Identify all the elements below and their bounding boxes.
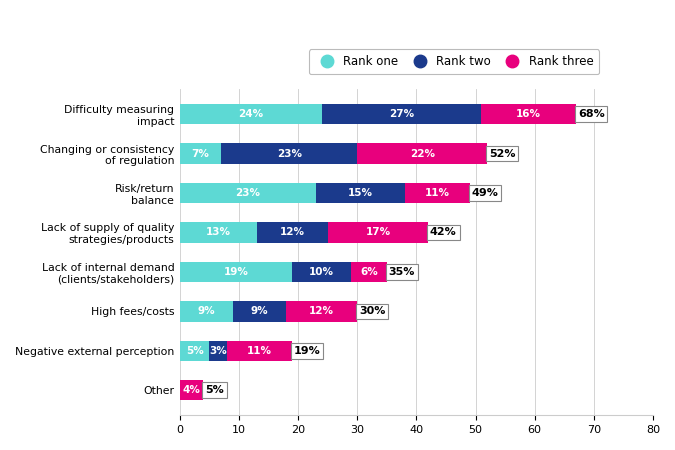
Text: 49%: 49%	[471, 188, 498, 198]
Text: 9%: 9%	[251, 306, 269, 316]
Text: 16%: 16%	[516, 109, 541, 119]
Bar	[233, 301, 286, 322]
Bar	[180, 301, 233, 322]
Text: 27%: 27%	[389, 109, 414, 119]
Bar	[404, 183, 470, 203]
Bar	[286, 301, 357, 322]
Text: 35%: 35%	[389, 267, 415, 277]
Bar	[221, 144, 357, 164]
Text: 13%: 13%	[206, 228, 231, 238]
Text: 42%: 42%	[430, 228, 457, 238]
Text: 11%: 11%	[425, 188, 450, 198]
Bar	[316, 183, 404, 203]
Text: 23%: 23%	[277, 148, 302, 158]
Bar	[180, 341, 209, 361]
Text: 11%: 11%	[247, 346, 272, 356]
Text: 12%: 12%	[309, 306, 334, 316]
Bar	[292, 261, 351, 282]
Text: 23%: 23%	[236, 188, 261, 198]
Bar	[180, 380, 203, 400]
Text: 5%: 5%	[186, 346, 203, 356]
Bar	[180, 183, 316, 203]
Bar	[209, 341, 227, 361]
Legend: Rank one, Rank two, Rank three: Rank one, Rank two, Rank three	[309, 50, 599, 74]
Text: 19%: 19%	[223, 267, 248, 277]
Text: 12%: 12%	[279, 228, 304, 238]
Bar	[357, 144, 487, 164]
Text: 5%: 5%	[205, 385, 224, 395]
Bar	[481, 104, 576, 125]
Text: 17%: 17%	[365, 228, 391, 238]
Bar	[180, 144, 221, 164]
Bar	[180, 222, 256, 243]
Text: 22%: 22%	[410, 148, 435, 158]
Text: 3%: 3%	[209, 346, 227, 356]
Bar	[256, 222, 327, 243]
Text: 30%: 30%	[359, 306, 385, 316]
Bar	[322, 104, 481, 125]
Text: 68%: 68%	[578, 109, 605, 119]
Bar	[180, 104, 322, 125]
Bar	[351, 261, 387, 282]
Text: 10%: 10%	[309, 267, 334, 277]
Bar	[180, 261, 292, 282]
Text: 4%: 4%	[183, 385, 200, 395]
Text: 15%: 15%	[348, 188, 373, 198]
Bar	[327, 222, 428, 243]
Text: 52%: 52%	[489, 148, 516, 158]
Text: 7%: 7%	[192, 148, 209, 158]
Bar	[227, 341, 292, 361]
Text: 24%: 24%	[238, 109, 263, 119]
Text: 6%: 6%	[360, 267, 378, 277]
Text: 9%: 9%	[198, 306, 215, 316]
Text: 19%: 19%	[294, 346, 321, 356]
